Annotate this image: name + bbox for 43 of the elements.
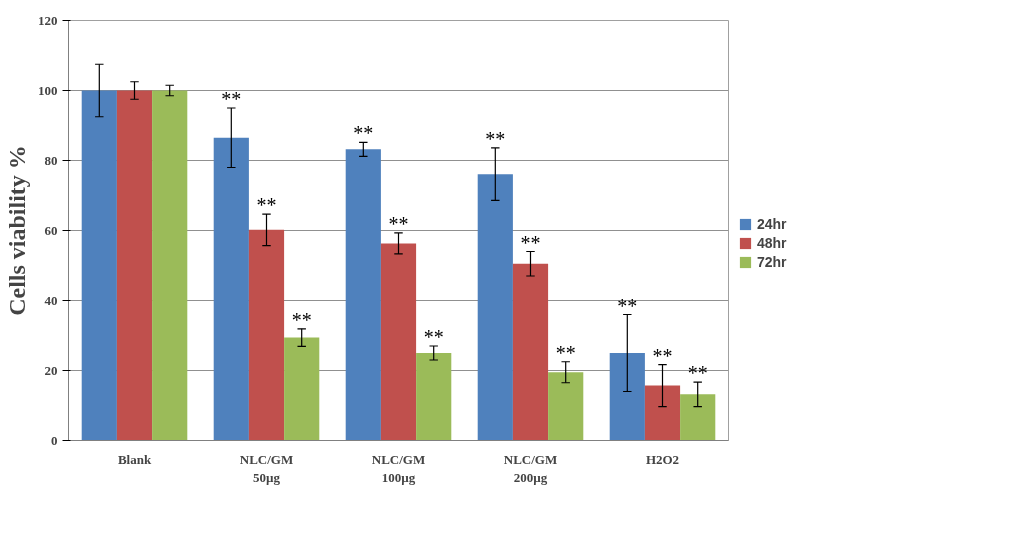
x-tick-label: NLC/GM 200µg bbox=[503, 451, 558, 485]
x-tick-label: Blank bbox=[117, 451, 152, 467]
bar bbox=[416, 353, 452, 441]
y-tick-label: 0 bbox=[51, 432, 58, 448]
bar bbox=[512, 263, 549, 441]
y-tick-label: 40 bbox=[44, 292, 58, 308]
y-axis-title: Cells viability % bbox=[4, 145, 30, 316]
y-tick-label: 60 bbox=[44, 222, 58, 238]
data-label: ** bbox=[221, 88, 242, 110]
bar bbox=[248, 229, 285, 441]
legend-label: 48hr bbox=[757, 235, 787, 251]
bar bbox=[116, 90, 153, 441]
bar bbox=[81, 90, 117, 441]
bar bbox=[477, 174, 513, 441]
y-tick-label: 20 bbox=[44, 362, 58, 378]
y-tick-label: 80 bbox=[44, 152, 58, 168]
bar bbox=[380, 243, 417, 441]
bar bbox=[345, 149, 381, 441]
data-label: ** bbox=[617, 294, 638, 317]
data-label: ** bbox=[652, 344, 673, 367]
legend-label: 72hr bbox=[757, 254, 787, 270]
data-label: ** bbox=[353, 122, 374, 145]
bar bbox=[152, 90, 188, 441]
x-tick-label: NLC/GM 100µg bbox=[371, 451, 426, 485]
data-label: ** bbox=[520, 231, 541, 254]
x-tick-label: H2O2 bbox=[645, 451, 680, 467]
x-tick-label: NLC/GM 50µg bbox=[239, 451, 294, 485]
data-label: ** bbox=[485, 127, 506, 150]
bar bbox=[680, 394, 716, 441]
bar bbox=[548, 372, 584, 441]
bar bbox=[609, 353, 645, 441]
data-label: ** bbox=[687, 362, 708, 385]
bar bbox=[284, 337, 320, 441]
data-label: ** bbox=[291, 308, 312, 331]
data-label: ** bbox=[423, 326, 444, 348]
bar bbox=[644, 385, 681, 441]
y-tick-label: 100 bbox=[38, 82, 58, 98]
legend-label: 24hr bbox=[757, 216, 787, 232]
y-tick-label: 120 bbox=[38, 12, 58, 28]
bar bbox=[213, 137, 249, 441]
data-label: ** bbox=[555, 341, 576, 364]
data-label: ** bbox=[388, 212, 409, 235]
data-label: ** bbox=[256, 194, 277, 217]
